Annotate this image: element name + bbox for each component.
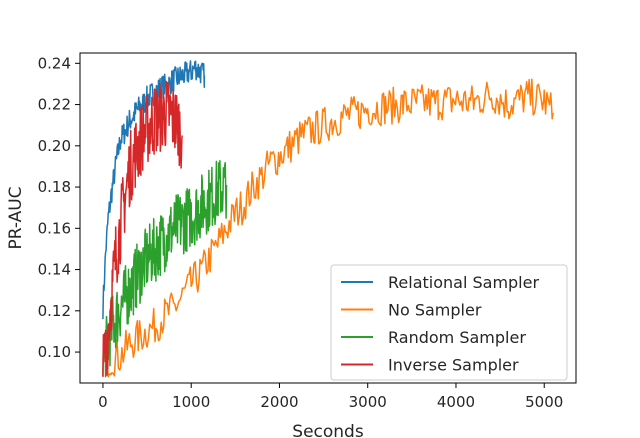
y-tick-label: 0.24 bbox=[38, 54, 71, 72]
legend-entry-label: No Sampler bbox=[388, 301, 482, 320]
x-tick-label: 4000 bbox=[437, 393, 475, 411]
series-line-random-sampler bbox=[102, 159, 228, 378]
y-axis-label: PR-AUC bbox=[6, 186, 26, 249]
y-tick-label: 0.20 bbox=[38, 137, 71, 155]
y-tick-label: 0.14 bbox=[38, 261, 71, 279]
axis-layer: 0 1000 2000 3000 4000 5000 0.10 0.12 0.14 0.16 0.1… bbox=[38, 54, 564, 411]
series-layer bbox=[102, 60, 554, 378]
plot-frame bbox=[79, 52, 577, 384]
x-tick-label: 3000 bbox=[349, 393, 387, 411]
x-tick-label: 5000 bbox=[525, 393, 563, 411]
legend-entry-label: Random Sampler bbox=[388, 328, 526, 347]
y-tick-label: 0.16 bbox=[38, 219, 71, 237]
y-tick-label: 0.18 bbox=[38, 178, 71, 196]
legend-entry-label: Relational Sampler bbox=[388, 273, 539, 292]
y-tick-label: 0.22 bbox=[38, 96, 71, 114]
series-line-no-sampler bbox=[102, 78, 554, 378]
legend-box bbox=[330, 264, 568, 381]
x-tick-label: 0 bbox=[98, 393, 108, 411]
y-tick-label: 0.10 bbox=[38, 343, 71, 361]
y-tick-label: 0.12 bbox=[38, 302, 71, 320]
x-tick-label: 1000 bbox=[172, 393, 210, 411]
x-tick-label: 2000 bbox=[260, 393, 298, 411]
x-axis-label: Seconds bbox=[292, 422, 364, 438]
series-line-inverse-sampler bbox=[102, 80, 184, 377]
legend-entry-label: Inverse Sampler bbox=[388, 356, 519, 375]
legend: Relational Sampler No Sampler Random Sampl… bbox=[330, 264, 568, 381]
